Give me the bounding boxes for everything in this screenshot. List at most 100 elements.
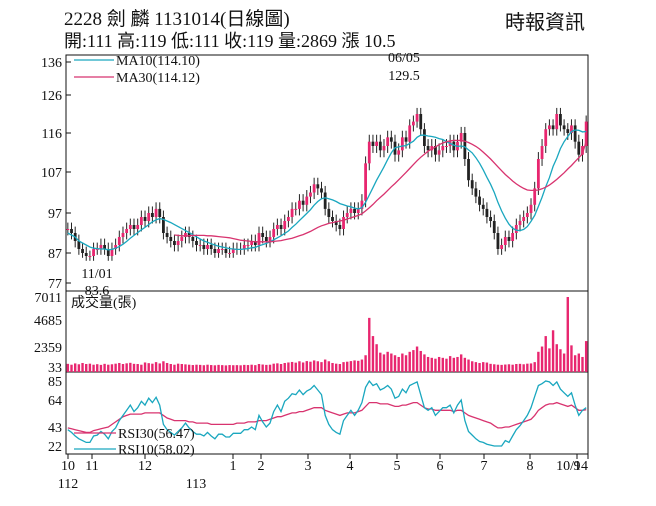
candle-body (445, 146, 448, 147)
candle-body (173, 241, 176, 245)
price-panel: 136 126 116 107 97 87 77 MA10(114.10) MA30(114.1… (41, 51, 588, 299)
candle-body (544, 129, 548, 146)
volume-bar (125, 363, 128, 372)
volume-bar (180, 364, 183, 372)
candle-body (301, 200, 305, 205)
year-label: 113 (186, 477, 206, 492)
candle-body (272, 229, 276, 237)
rsi-tick-label: 43 (48, 421, 62, 436)
volume-label: 成交量(張) (71, 294, 137, 311)
chart-title: 2228 劍 麟 1131014(日線圖) (64, 9, 290, 30)
volume-bar (232, 365, 235, 372)
volume-bar (316, 361, 320, 372)
candle-body (489, 217, 492, 221)
candle-body (206, 245, 209, 249)
volume-bar (342, 362, 345, 372)
volume-bar (129, 362, 132, 372)
candle-body (411, 121, 415, 126)
candle-body (66, 229, 70, 230)
candle-body (95, 249, 99, 250)
candle-body (434, 146, 437, 155)
candle-body (327, 208, 331, 217)
candle-body (253, 241, 257, 245)
candle-body (389, 137, 393, 142)
candle-body (496, 233, 500, 249)
volume-bar (408, 351, 411, 372)
volume-bar (390, 353, 393, 372)
volume-bar (235, 365, 239, 372)
volume-bar (474, 362, 478, 372)
volume-bar (467, 359, 470, 372)
volume-bar (99, 364, 103, 372)
candle-body (158, 208, 162, 217)
candle-body (459, 133, 463, 142)
rsi-tick-label: 64 (48, 394, 62, 409)
x-tick-label: 2 (258, 459, 265, 474)
volume-bar (544, 336, 547, 372)
candle-body (305, 196, 309, 205)
candle-body (81, 249, 84, 253)
candle-body (279, 225, 283, 229)
candle-body (275, 225, 279, 229)
volume-bar (110, 364, 114, 372)
volume-bar (441, 357, 444, 372)
volume-bar (566, 297, 569, 372)
volume-bar (261, 364, 264, 372)
volume-bar (570, 345, 573, 372)
volume-bar (210, 365, 213, 372)
candle-body (536, 159, 540, 189)
volume-bar (70, 364, 73, 372)
candle-body (162, 217, 165, 233)
candle-body (570, 125, 573, 133)
volume-bar (515, 364, 518, 372)
volume-bar (198, 364, 202, 372)
volume-bar (77, 364, 81, 372)
candle-body (176, 241, 180, 245)
volume-bar (537, 351, 540, 372)
volume-bar (368, 317, 371, 372)
volume-bar (143, 362, 147, 372)
candle-body (198, 245, 202, 246)
volume-bar (577, 353, 581, 372)
volume-bar (81, 362, 84, 372)
volume-bar (518, 363, 522, 372)
candle-body (500, 245, 504, 249)
volume-bar (323, 359, 327, 372)
volume-bar (353, 360, 356, 372)
rsi-legend-label: RSI10(58.02) (118, 443, 195, 458)
volume-bar (305, 361, 308, 372)
volume-bar (294, 362, 297, 372)
volume-bar (272, 363, 275, 372)
volume-bar (526, 363, 529, 372)
volume-bar (419, 350, 422, 372)
low-date-label: 11/01 (81, 267, 112, 282)
volume-bar (140, 364, 143, 372)
volume-bar (331, 362, 334, 372)
volume-bar (386, 351, 389, 372)
candle-body (437, 150, 441, 155)
volume-bar (456, 356, 459, 372)
x-tick-label: 1 (230, 459, 237, 474)
price-tick-label: 136 (41, 56, 62, 71)
candle-body (268, 237, 272, 241)
candle-body (121, 233, 125, 237)
volume-bar (154, 362, 158, 372)
volume-bar (173, 364, 176, 372)
volume-bar (136, 364, 139, 372)
candle-body (283, 221, 287, 229)
volume-bar (158, 363, 161, 372)
candle-body (386, 137, 390, 146)
x-tick-label: 10/14 (556, 459, 588, 474)
volume-bar (482, 362, 485, 372)
price-tick-label: 87 (48, 247, 62, 262)
volume-bar (412, 350, 415, 372)
candle-body (316, 184, 320, 189)
volume-bar (548, 348, 551, 372)
volume-bar (346, 361, 349, 372)
volume-bar (309, 361, 312, 372)
volume-bar (529, 363, 533, 372)
candle-body (290, 208, 294, 217)
rsi10-line (67, 379, 587, 447)
